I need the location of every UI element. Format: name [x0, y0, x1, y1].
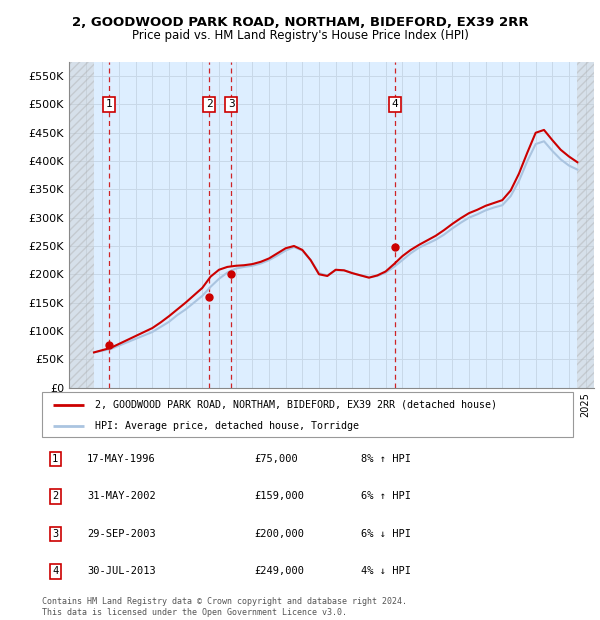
- Text: 1: 1: [105, 99, 112, 110]
- Text: £200,000: £200,000: [254, 529, 304, 539]
- Text: 1: 1: [52, 454, 58, 464]
- Text: 31-MAY-2002: 31-MAY-2002: [87, 492, 156, 502]
- Text: Price paid vs. HM Land Registry's House Price Index (HPI): Price paid vs. HM Land Registry's House …: [131, 30, 469, 42]
- Text: £75,000: £75,000: [254, 454, 298, 464]
- Text: 2: 2: [52, 492, 58, 502]
- Text: 6% ↑ HPI: 6% ↑ HPI: [361, 492, 410, 502]
- Text: 6% ↓ HPI: 6% ↓ HPI: [361, 529, 410, 539]
- Text: HPI: Average price, detached house, Torridge: HPI: Average price, detached house, Torr…: [95, 421, 359, 431]
- Bar: [577, 62, 594, 388]
- Text: Contains HM Land Registry data © Crown copyright and database right 2024.
This d: Contains HM Land Registry data © Crown c…: [42, 598, 407, 617]
- Text: 29-SEP-2003: 29-SEP-2003: [87, 529, 156, 539]
- Text: 2, GOODWOOD PARK ROAD, NORTHAM, BIDEFORD, EX39 2RR: 2, GOODWOOD PARK ROAD, NORTHAM, BIDEFORD…: [71, 17, 529, 29]
- Text: 4: 4: [392, 99, 398, 110]
- Text: 8% ↑ HPI: 8% ↑ HPI: [361, 454, 410, 464]
- Text: 4: 4: [52, 567, 58, 577]
- Text: 2, GOODWOOD PARK ROAD, NORTHAM, BIDEFORD, EX39 2RR (detached house): 2, GOODWOOD PARK ROAD, NORTHAM, BIDEFORD…: [95, 400, 497, 410]
- Text: 30-JUL-2013: 30-JUL-2013: [87, 567, 156, 577]
- Text: 2: 2: [206, 99, 212, 110]
- FancyBboxPatch shape: [42, 392, 573, 437]
- Text: 3: 3: [228, 99, 235, 110]
- Text: £249,000: £249,000: [254, 567, 304, 577]
- Text: 4% ↓ HPI: 4% ↓ HPI: [361, 567, 410, 577]
- Bar: [69, 62, 94, 388]
- Text: £159,000: £159,000: [254, 492, 304, 502]
- Text: 17-MAY-1996: 17-MAY-1996: [87, 454, 156, 464]
- Text: 3: 3: [52, 529, 58, 539]
